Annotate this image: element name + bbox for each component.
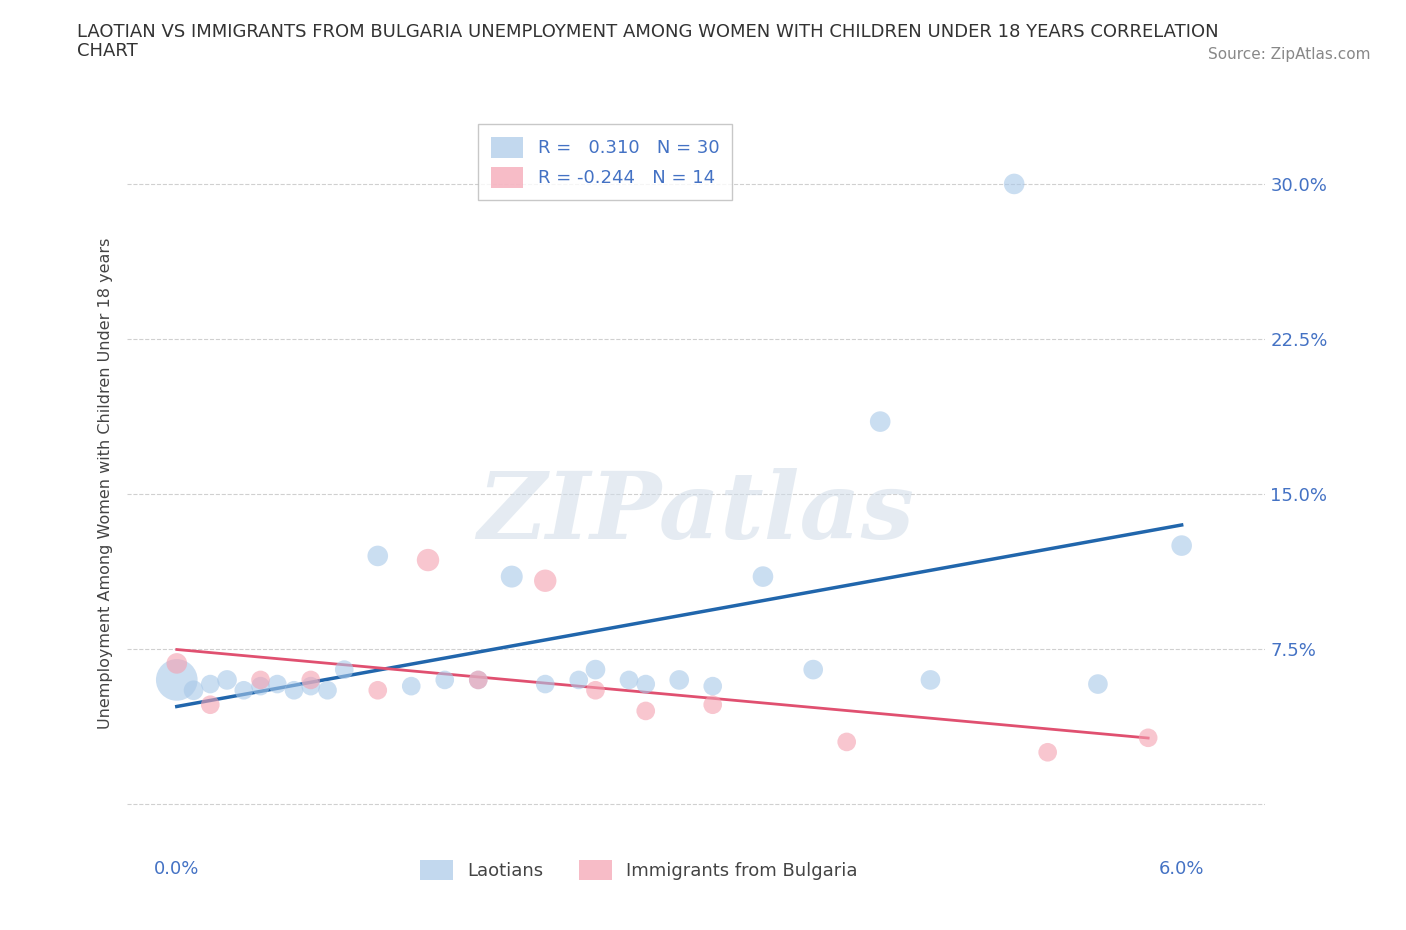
Point xyxy=(200,698,222,712)
Point xyxy=(249,679,271,694)
Point xyxy=(752,569,775,584)
Point xyxy=(634,703,657,718)
Point xyxy=(801,662,824,677)
Legend: Laotians, Immigrants from Bulgaria: Laotians, Immigrants from Bulgaria xyxy=(409,849,869,891)
Point xyxy=(568,672,591,687)
Point xyxy=(433,672,456,687)
Text: Source: ZipAtlas.com: Source: ZipAtlas.com xyxy=(1208,46,1371,61)
Point xyxy=(1137,730,1160,745)
Point xyxy=(283,683,305,698)
Point xyxy=(200,677,222,692)
Point xyxy=(166,672,188,687)
Point xyxy=(634,677,657,692)
Point xyxy=(702,698,724,712)
Point xyxy=(299,672,322,687)
Point xyxy=(467,672,489,687)
Point xyxy=(266,677,288,692)
Point xyxy=(215,672,238,687)
Point xyxy=(401,679,423,694)
Point xyxy=(617,672,640,687)
Point xyxy=(333,662,356,677)
Text: ZIPatlas: ZIPatlas xyxy=(478,469,914,558)
Point xyxy=(869,414,891,429)
Point xyxy=(249,672,271,687)
Point xyxy=(1170,538,1192,553)
Text: LAOTIAN VS IMMIGRANTS FROM BULGARIA UNEMPLOYMENT AMONG WOMEN WITH CHILDREN UNDER: LAOTIAN VS IMMIGRANTS FROM BULGARIA UNEM… xyxy=(77,23,1219,41)
Point xyxy=(367,549,389,564)
Point xyxy=(585,662,607,677)
Point xyxy=(367,683,389,698)
Point xyxy=(467,672,489,687)
Y-axis label: Unemployment Among Women with Children Under 18 years: Unemployment Among Women with Children U… xyxy=(97,238,112,729)
Point xyxy=(534,573,557,588)
Point xyxy=(702,679,724,694)
Point xyxy=(501,569,523,584)
Point xyxy=(1087,677,1109,692)
Point xyxy=(835,735,858,750)
Text: CHART: CHART xyxy=(77,42,138,60)
Point xyxy=(183,683,205,698)
Point xyxy=(534,677,557,692)
Point xyxy=(299,679,322,694)
Point xyxy=(668,672,690,687)
Point xyxy=(920,672,942,687)
Point xyxy=(1002,177,1025,192)
Point xyxy=(316,683,339,698)
Point xyxy=(1036,745,1059,760)
Point xyxy=(232,683,254,698)
Point xyxy=(416,552,439,567)
Point xyxy=(585,683,607,698)
Point xyxy=(166,656,188,671)
